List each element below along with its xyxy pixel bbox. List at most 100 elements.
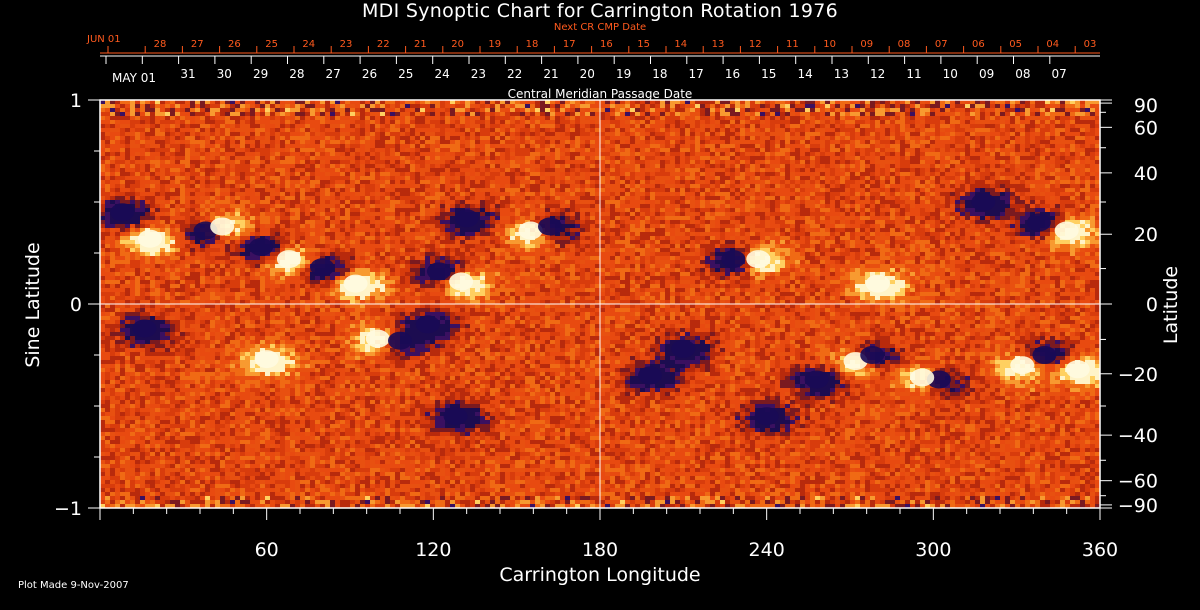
next-cmp-date-label-19: 19 <box>488 39 501 50</box>
next-cmp-date-label-11: 11 <box>786 39 799 50</box>
cmp-start-label: MAY 01 <box>112 71 156 85</box>
cmp-date-label-11: 11 <box>906 67 921 81</box>
active-region-18 <box>1054 221 1079 240</box>
x-tick-label-60: 60 <box>255 539 279 561</box>
active-region-32 <box>1032 346 1057 364</box>
next-cmp-date-label-26: 26 <box>228 39 241 50</box>
next-cmp-date-label-18: 18 <box>526 39 539 50</box>
cmp-date-label-27: 27 <box>326 67 341 81</box>
y-right-tick-label: 20 <box>1134 224 1158 246</box>
y-right-tick-label: 60 <box>1134 117 1158 139</box>
active-region-20 <box>365 329 390 348</box>
cmp-date-label-23: 23 <box>471 67 486 81</box>
active-region-31 <box>1010 356 1035 375</box>
active-region-33 <box>1065 360 1090 379</box>
next-cmp-date-label-21: 21 <box>414 39 427 50</box>
cmp-date-label-10: 10 <box>943 67 958 81</box>
active-region-8 <box>426 262 451 281</box>
y-right-tick-label: 40 <box>1134 163 1158 185</box>
cmp-date-label-15: 15 <box>761 67 776 81</box>
next-cmp-date-label-14: 14 <box>674 39 687 50</box>
cmp-date-label-16: 16 <box>725 67 740 81</box>
active-region-23 <box>443 407 468 426</box>
next-cmp-date-label-04: 04 <box>1046 39 1059 50</box>
next-cmp-date-label-27: 27 <box>191 39 204 50</box>
active-region-13 <box>721 250 746 269</box>
x-axis-label: Carrington Longitude <box>499 564 701 586</box>
next-cmp-date-label-10: 10 <box>823 39 836 50</box>
active-region-34 <box>132 319 157 338</box>
cmp-date-label-29: 29 <box>253 67 268 81</box>
cmp-date-label-19: 19 <box>616 67 631 81</box>
cmp-date-label-21: 21 <box>543 67 558 81</box>
cmp-date-label-14: 14 <box>797 67 812 81</box>
active-region-9 <box>449 272 474 291</box>
cmp-date-label-17: 17 <box>689 67 704 81</box>
active-region-21 <box>388 331 412 350</box>
active-region-15 <box>865 274 890 293</box>
cmp-date-label-18: 18 <box>652 67 667 81</box>
cmp-date-label-25: 25 <box>398 67 413 81</box>
active-region-35 <box>754 407 779 426</box>
active-region-0 <box>110 203 135 222</box>
cmp-date-label-12: 12 <box>870 67 885 81</box>
next-cmp-start-label: JUN 01 <box>86 34 121 45</box>
next-cmp-date-label-05: 05 <box>1009 39 1022 50</box>
cmp-date-label-13: 13 <box>834 67 849 81</box>
next-cmp-date-label-09: 09 <box>860 39 873 50</box>
y-axis-label-left: Sine Latitude <box>22 242 44 368</box>
y-left-tick-label: 1 <box>70 90 82 112</box>
next-cmp-date-label-23: 23 <box>340 39 353 50</box>
next-cmp-date-label-15: 15 <box>637 39 650 50</box>
cmp-date-label-22: 22 <box>507 67 522 81</box>
cmp-date-label: Central Meridian Passage Date <box>507 87 693 101</box>
active-region-10 <box>454 209 479 228</box>
next-cmp-date-label-16: 16 <box>600 39 613 50</box>
x-tick-label-120: 120 <box>415 539 451 561</box>
active-region-4 <box>249 237 274 256</box>
y-right-tick-label: −60 <box>1118 471 1158 493</box>
y-axis-label-right: Latitude <box>1160 265 1182 345</box>
next-cmp-date-label-06: 06 <box>972 39 985 50</box>
cmp-date-label-20: 20 <box>580 67 595 81</box>
cmp-date-label-09: 09 <box>979 67 994 81</box>
next-cmp-date-label-28: 28 <box>154 39 167 50</box>
y-left-tick-label: 0 <box>70 294 82 316</box>
active-region-1 <box>138 229 162 248</box>
next-cmp-date-label-20: 20 <box>451 39 464 50</box>
active-region-30 <box>910 368 935 387</box>
next-cmp-date-label-03: 03 <box>1084 39 1097 50</box>
y-right-tick-label: 0 <box>1146 294 1158 316</box>
next-cmp-date-label-25: 25 <box>265 39 278 50</box>
active-region-28 <box>860 346 885 364</box>
active-region-5 <box>276 250 301 269</box>
plot-made-footer: Plot Made 9-Nov-2007 <box>18 580 129 591</box>
y-right-tick-label: −20 <box>1118 364 1158 386</box>
active-region-11 <box>518 221 543 240</box>
next-cmp-date-label: Next CR CMP Date <box>553 22 647 33</box>
active-region-22 <box>415 315 440 334</box>
y-right-tick-label: −40 <box>1118 425 1158 447</box>
active-region-19 <box>254 350 279 369</box>
active-region-25 <box>671 339 696 358</box>
cmp-date-label-28: 28 <box>289 67 304 81</box>
next-cmp-date-label-07: 07 <box>935 39 948 50</box>
active-region-12 <box>538 217 562 236</box>
cmp-date-label-31: 31 <box>180 67 195 81</box>
cmp-date-label-08: 08 <box>1015 67 1030 81</box>
y-left-tick-label: −1 <box>54 498 82 520</box>
cmp-date-label-07: 07 <box>1052 67 1067 81</box>
y-right-tick-label: 90 <box>1134 95 1158 117</box>
axis-ticks <box>88 46 1112 520</box>
active-region-16 <box>971 193 996 211</box>
active-region-3 <box>210 217 235 236</box>
next-cmp-date-label-22: 22 <box>377 39 390 50</box>
active-region-26 <box>804 370 829 389</box>
tick-labels: 60 120 180 240 300 36010−1906040200−20−40−60−… <box>54 34 1158 561</box>
active-region-17 <box>1026 213 1051 232</box>
cmp-date-label-24: 24 <box>434 67 449 81</box>
cmp-date-label-30: 30 <box>217 67 232 81</box>
x-tick-label-300: 300 <box>915 539 951 561</box>
active-region-7 <box>343 274 368 293</box>
